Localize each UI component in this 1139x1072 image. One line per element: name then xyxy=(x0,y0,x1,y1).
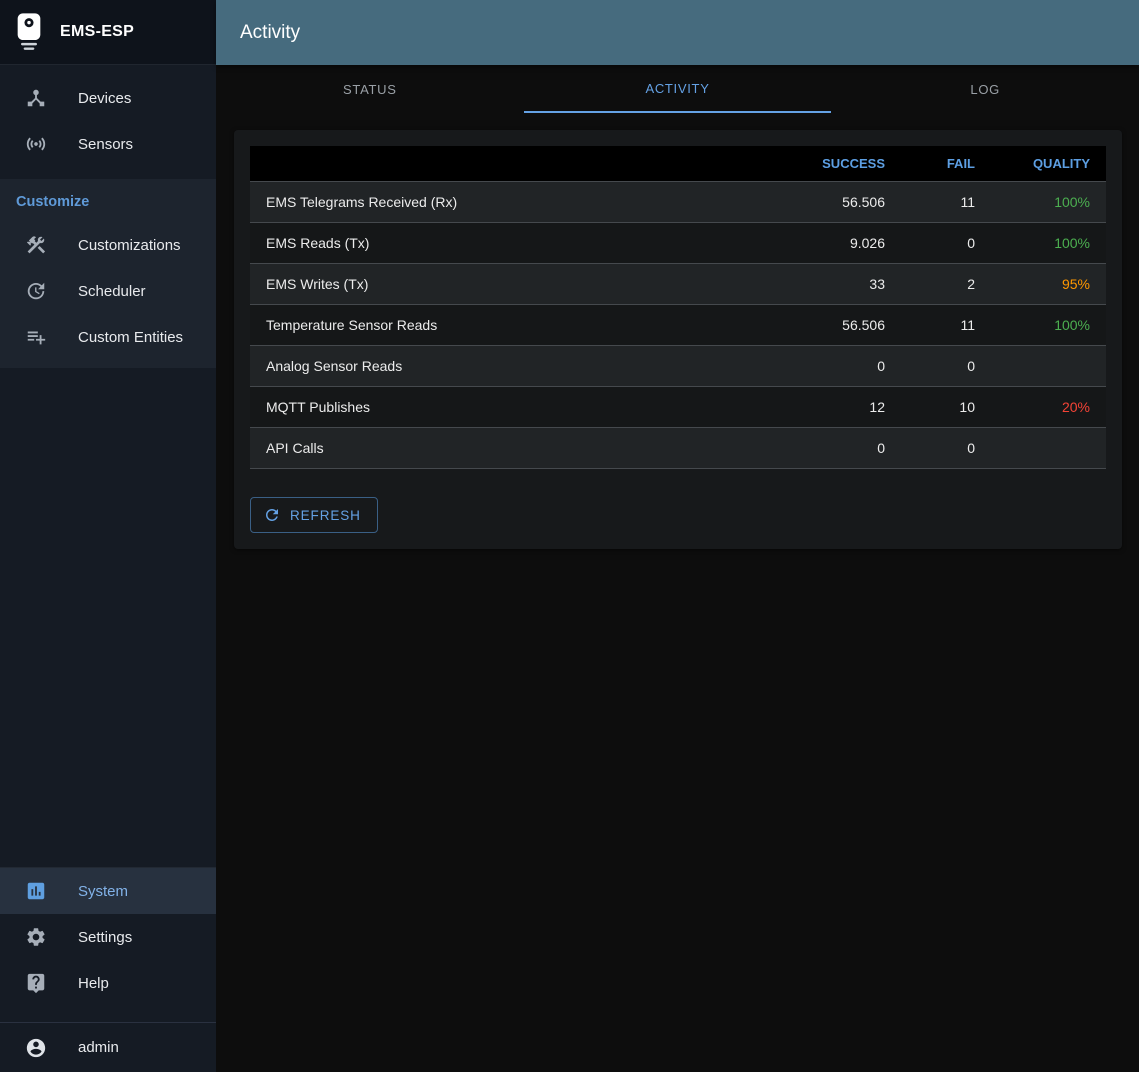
success-cell: 9.026 xyxy=(781,222,901,264)
sidebar-item-scheduler[interactable]: Scheduler xyxy=(0,268,216,314)
table-row: MQTT Publishes 12 10 20% xyxy=(250,386,1106,428)
fail-cell: 11 xyxy=(901,181,991,223)
device-hub-icon xyxy=(25,87,47,109)
col-header-quality: QUALITY xyxy=(991,146,1106,182)
fail-cell: 10 xyxy=(901,386,991,428)
sidebar-system-nav: System Settings Help xyxy=(0,867,216,1022)
playlist-add-icon xyxy=(25,326,47,348)
sensors-icon xyxy=(25,133,47,155)
page-title: Activity xyxy=(240,21,301,43)
sidebar-item-customizations[interactable]: Customizations xyxy=(0,222,216,268)
tab-bar: STATUS ACTIVITY LOG xyxy=(216,65,1139,113)
quality-cell: 95% xyxy=(991,263,1106,305)
customize-heading: Customize xyxy=(16,194,90,210)
sidebar-item-label: Scheduler xyxy=(78,282,146,300)
scheduler-clock-icon xyxy=(25,280,47,302)
bar-chart-icon xyxy=(25,880,47,902)
main-area: Activity STATUS ACTIVITY LOG SUCCESS FAI… xyxy=(216,0,1139,1072)
table-row: EMS Reads (Tx) 9.026 0 100% xyxy=(250,222,1106,264)
sidebar-item-system[interactable]: System xyxy=(0,868,216,914)
sidebar-item-settings[interactable]: Settings xyxy=(0,914,216,960)
sidebar-spacer xyxy=(0,368,216,867)
col-header-fail: FAIL xyxy=(901,146,991,182)
account-circle-icon xyxy=(25,1037,47,1059)
sidebar-item-label: Settings xyxy=(78,928,133,946)
sidebar-customize-section: Customize Customizations Scheduler Custo… xyxy=(0,179,216,368)
success-cell: 0 xyxy=(781,427,901,469)
construction-icon xyxy=(25,234,47,256)
success-cell: 0 xyxy=(781,345,901,387)
user-name: admin xyxy=(78,1039,119,1056)
sidebar-item-sensors[interactable]: Sensors xyxy=(0,121,216,167)
sidebar-item-label: Devices xyxy=(78,89,132,107)
tab-activity[interactable]: ACTIVITY xyxy=(523,65,832,113)
activity-table: SUCCESS FAIL QUALITY EMS Telegrams Recei… xyxy=(250,146,1106,469)
sidebar-user-admin[interactable]: admin xyxy=(0,1022,216,1072)
sidebar-item-label: Sensors xyxy=(78,135,134,153)
gear-icon xyxy=(25,926,47,948)
activity-card: SUCCESS FAIL QUALITY EMS Telegrams Recei… xyxy=(234,130,1122,549)
sidebar-primary-nav: Devices Sensors xyxy=(0,65,216,167)
table-row: API Calls 0 0 xyxy=(250,427,1106,469)
sidebar-header: EMS-ESP xyxy=(0,0,216,65)
metric-cell: Analog Sensor Reads xyxy=(250,345,781,387)
table-header-row: SUCCESS FAIL QUALITY xyxy=(250,146,1106,182)
help-icon xyxy=(25,972,47,994)
quality-cell: 100% xyxy=(991,222,1106,264)
brand-name: EMS-ESP xyxy=(60,23,135,40)
success-cell: 33 xyxy=(781,263,901,305)
metric-cell: EMS Telegrams Received (Rx) xyxy=(250,181,781,223)
refresh-button-label: REFRESH xyxy=(290,507,361,523)
sidebar-item-label: Custom Entities xyxy=(78,328,184,346)
tab-log[interactable]: LOG xyxy=(970,81,1000,97)
success-cell: 56.506 xyxy=(781,181,901,223)
table-row: Analog Sensor Reads 0 0 xyxy=(250,345,1106,387)
metric-cell: MQTT Publishes xyxy=(250,386,781,428)
tab-status[interactable]: STATUS xyxy=(343,81,397,97)
metric-cell: API Calls xyxy=(250,427,781,469)
appbar: Activity xyxy=(216,0,1139,65)
quality-cell: 100% xyxy=(991,304,1106,346)
quality-cell xyxy=(991,427,1106,469)
quality-cell xyxy=(991,345,1106,387)
sidebar-item-label: System xyxy=(78,882,129,900)
fail-cell: 2 xyxy=(901,263,991,305)
sidebar-item-devices[interactable]: Devices xyxy=(0,75,216,121)
success-cell: 12 xyxy=(781,386,901,428)
table-row: EMS Telegrams Received (Rx) 56.506 11 10… xyxy=(250,181,1106,223)
fail-cell: 0 xyxy=(901,345,991,387)
metric-cell: Temperature Sensor Reads xyxy=(250,304,781,346)
metric-cell: EMS Writes (Tx) xyxy=(250,263,781,305)
col-header-metric xyxy=(250,146,781,182)
metric-cell: EMS Reads (Tx) xyxy=(250,222,781,264)
sidebar: EMS-ESP Devices Sensors Customize xyxy=(0,0,216,1072)
sidebar-item-label: Customizations xyxy=(78,236,181,254)
sidebar-item-custom-entities[interactable]: Custom Entities xyxy=(0,314,216,360)
ems-esp-logo-icon xyxy=(13,11,45,53)
refresh-button[interactable]: REFRESH xyxy=(250,497,378,533)
fail-cell: 0 xyxy=(901,427,991,469)
col-header-success: SUCCESS xyxy=(781,146,901,182)
refresh-icon xyxy=(263,506,281,524)
success-cell: 56.506 xyxy=(781,304,901,346)
fail-cell: 11 xyxy=(901,304,991,346)
sidebar-item-label: Help xyxy=(78,974,109,992)
table-row: Temperature Sensor Reads 56.506 11 100% xyxy=(250,304,1106,346)
quality-cell: 20% xyxy=(991,386,1106,428)
fail-cell: 0 xyxy=(901,222,991,264)
sidebar-item-help[interactable]: Help xyxy=(0,960,216,1006)
quality-cell: 100% xyxy=(991,181,1106,223)
table-row: EMS Writes (Tx) 33 2 95% xyxy=(250,263,1106,305)
